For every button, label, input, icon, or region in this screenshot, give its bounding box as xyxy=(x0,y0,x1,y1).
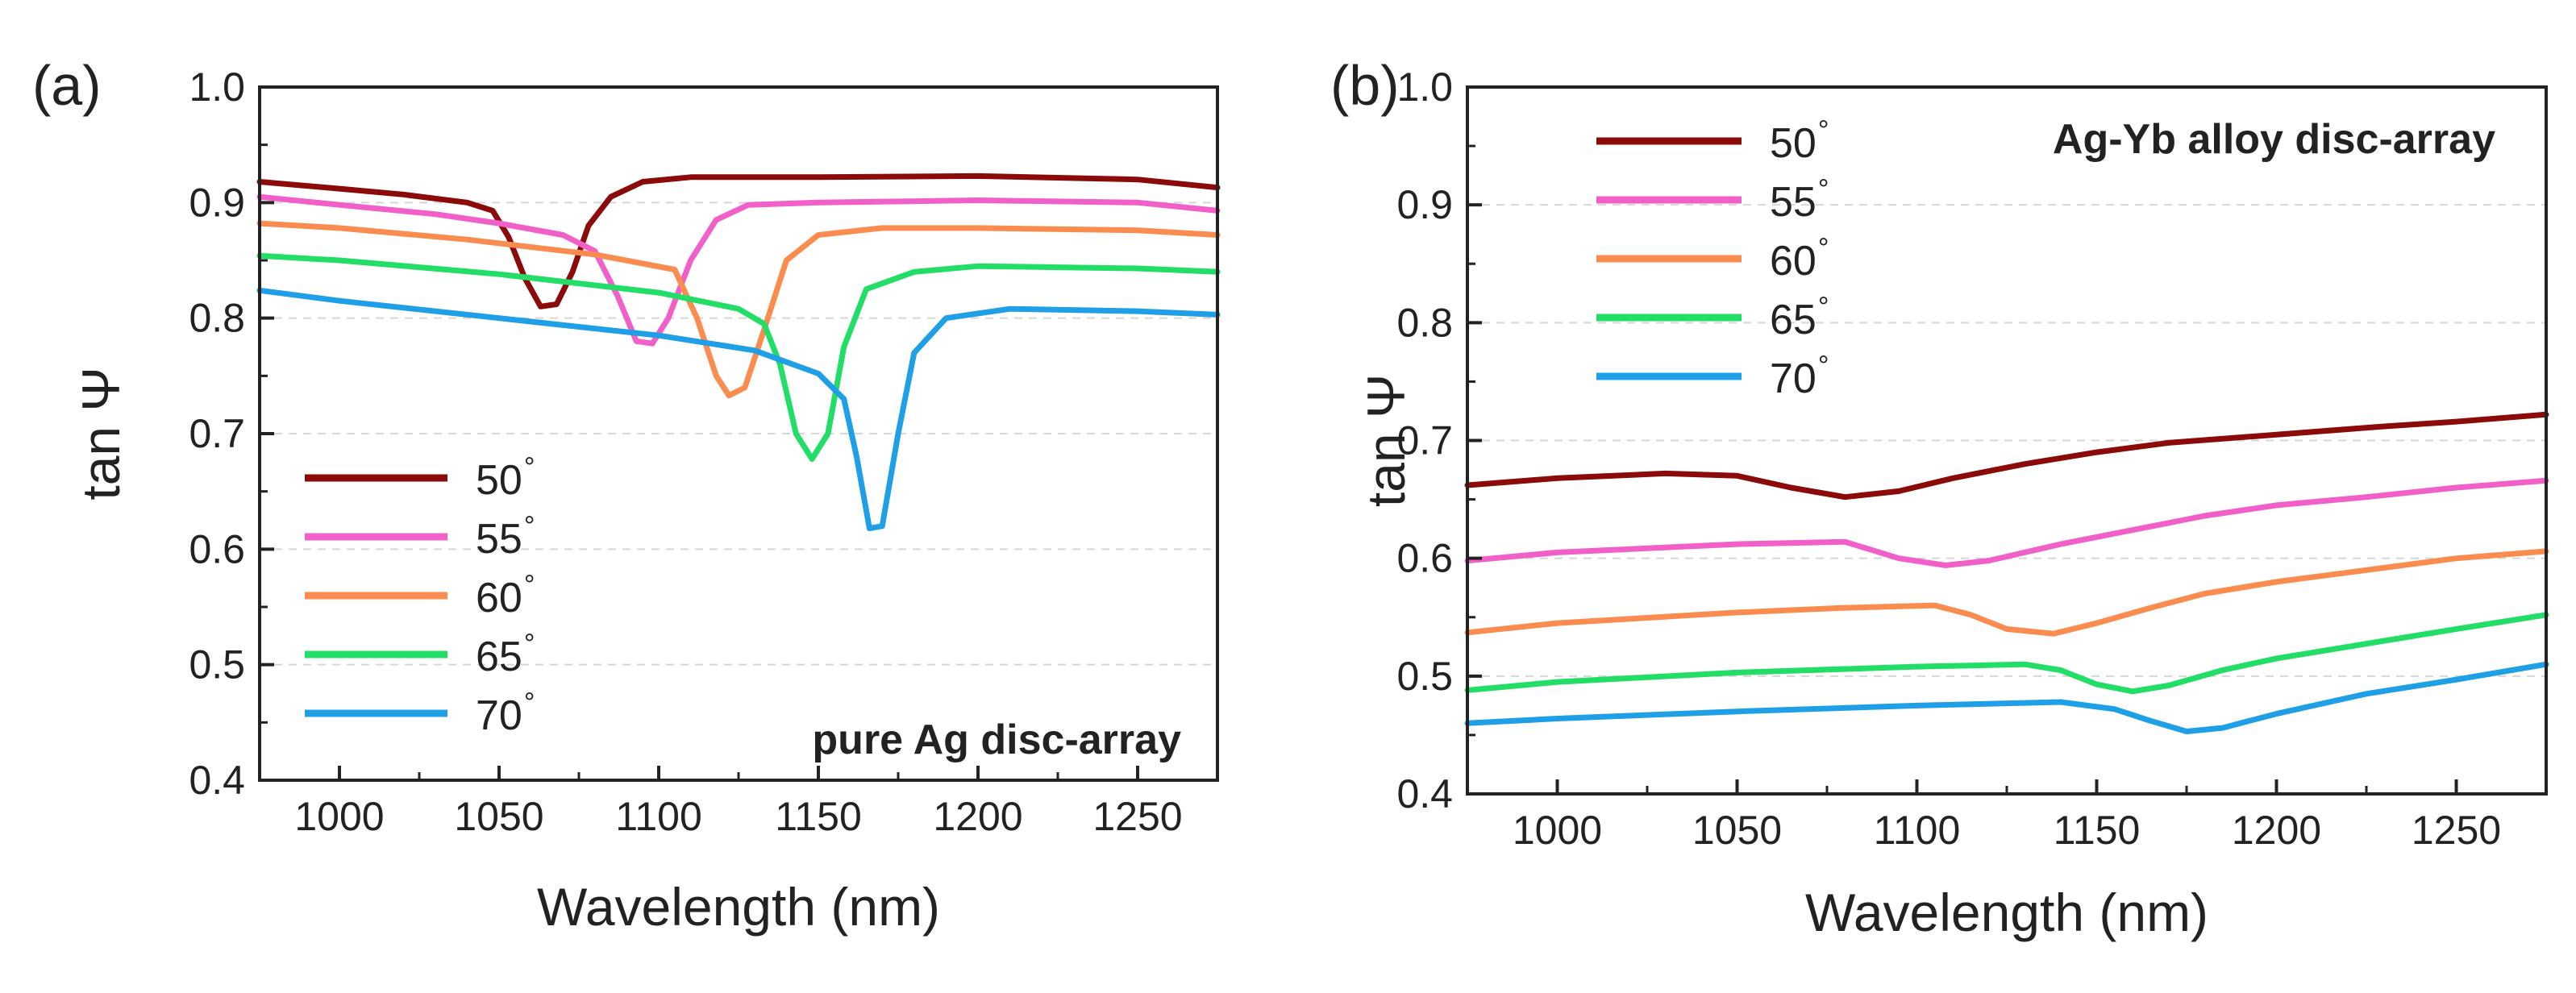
degree-symbol: ° xyxy=(524,570,535,600)
x-tick-label: 1200 xyxy=(933,794,1022,839)
degree-symbol: ° xyxy=(1818,115,1829,146)
series-line-55-deg-b xyxy=(1464,477,2549,568)
y-tick-label: 0.7 xyxy=(189,411,245,456)
legend-label-70: 70° xyxy=(1770,351,1829,402)
x-tick-label: 1000 xyxy=(1513,808,1602,853)
legend-label-60: 60° xyxy=(1770,233,1829,285)
series-line-50-deg-a xyxy=(256,172,1221,310)
degree-symbol: ° xyxy=(524,452,535,483)
series-layer-a xyxy=(256,172,1221,531)
panel-a: (a) 1000 1050 1100 1150 1200 1250 0.40.50.60.… xyxy=(32,54,1221,937)
chart-title-a: pure Ag disc-array xyxy=(812,717,1181,763)
grid-b xyxy=(1467,204,2546,677)
y-tick-label: 0.8 xyxy=(189,296,245,341)
y-axis-label-a: tan Ψ xyxy=(71,367,131,500)
y-tick-label: 0.4 xyxy=(1396,771,1453,816)
panel-label-b: (b) xyxy=(1330,54,1400,117)
x-tick-label: 1100 xyxy=(1874,808,1961,853)
y-ticks-b: 0.4 0.5 0.6 0.7 0.8 0.9 1.0 xyxy=(1396,64,1482,816)
legend-label-55: 55° xyxy=(476,511,535,563)
x-tick-label: 1150 xyxy=(2054,808,2141,853)
y-tick-label: 0.5 xyxy=(1396,654,1453,699)
legend-label-55: 55° xyxy=(1770,174,1829,226)
series-line-60-deg-b xyxy=(1464,548,2549,637)
x-ticks-a: 1000 1050 1100 1150 1200 1250 xyxy=(258,766,1219,839)
grid-a xyxy=(260,202,1217,666)
chart-title-b: Ag-Yb alloy disc-array xyxy=(2053,116,2495,163)
y-tick-label: 0.5 xyxy=(189,642,245,688)
series-line-70-deg-b xyxy=(1464,661,2549,734)
x-tick-label: 1050 xyxy=(1692,808,1782,853)
legend-label-60: 60° xyxy=(476,570,535,621)
legend-b: 50° 55° 60° 65° 70° xyxy=(1596,115,1829,402)
y-tick-label: 1.0 xyxy=(189,64,245,110)
series-line-70-deg-a xyxy=(256,287,1221,531)
y-tick-label: 1.0 xyxy=(1396,64,1453,110)
x-tick-label: 1050 xyxy=(454,794,543,839)
degree-symbol: ° xyxy=(1818,174,1829,205)
y-axis-label-b: tan Ψ xyxy=(1356,374,1416,507)
legend-a: 50° 55° 60° 65° 70° xyxy=(305,452,535,739)
panel-label-a: (a) xyxy=(32,54,102,117)
degree-symbol: ° xyxy=(524,629,535,659)
x-tick-label: 1250 xyxy=(2412,808,2501,853)
x-axis-label-b: Wavelength (nm) xyxy=(1805,883,2208,942)
y-tick-label: 0.9 xyxy=(189,180,245,225)
y-tick-label: 0.6 xyxy=(1396,536,1453,581)
y-tick-label: 0.8 xyxy=(1396,300,1453,345)
y-tick-label: 0.7 xyxy=(1396,418,1453,463)
legend-label-50: 50° xyxy=(476,452,535,504)
x-tick-label: 1150 xyxy=(775,794,862,839)
x-tick-label: 1100 xyxy=(615,794,702,839)
series-line-65-deg-b xyxy=(1464,612,2549,695)
series-line-50-deg-b xyxy=(1464,411,2549,501)
y-tick-label: 0.4 xyxy=(189,758,245,803)
legend-label-70: 70° xyxy=(476,688,535,739)
legend-label-65: 65° xyxy=(1770,292,1829,343)
legend-label-50: 50° xyxy=(1770,115,1829,167)
series-line-65-deg-a xyxy=(256,252,1221,462)
x-axis-label-a: Wavelength (nm) xyxy=(537,877,940,937)
x-tick-label: 1250 xyxy=(1092,794,1182,839)
degree-symbol: ° xyxy=(1818,233,1829,264)
series-layer-b xyxy=(1464,411,2549,734)
degree-symbol: ° xyxy=(524,511,535,542)
series-line-60-deg-a xyxy=(256,220,1221,399)
series-line-55-deg-a xyxy=(256,193,1221,347)
y-tick-label: 0.9 xyxy=(1396,182,1453,227)
y-ticks-a: 0.4 0.5 0.6 0.7 0.8 0.9 1.0 xyxy=(189,64,274,803)
x-ticks-b: 1000 1050 1100 1150 1200 1250 xyxy=(1466,779,2548,853)
x-tick-label: 1000 xyxy=(294,794,384,839)
degree-symbol: ° xyxy=(1818,292,1829,322)
x-tick-label: 1200 xyxy=(2232,808,2321,853)
degree-symbol: ° xyxy=(1818,351,1829,381)
y-tick-label: 0.6 xyxy=(189,526,245,571)
panel-b: (b) 1000 1050 1100 1150 1200 1250 0.40.50.60.… xyxy=(1330,54,2549,942)
degree-symbol: ° xyxy=(524,688,535,718)
legend-label-65: 65° xyxy=(476,629,535,680)
